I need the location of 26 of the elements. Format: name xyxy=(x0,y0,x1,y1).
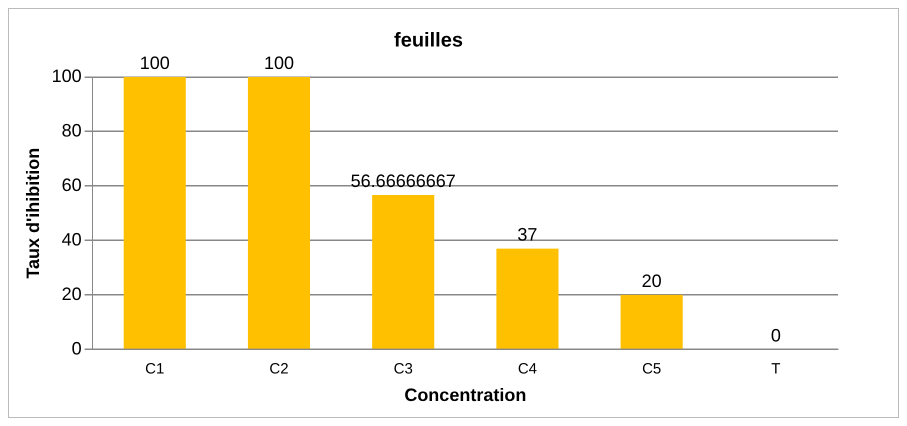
x-tick-label: C1 xyxy=(145,360,164,378)
bar xyxy=(372,195,434,349)
y-tick-label: 0 xyxy=(72,338,82,358)
x-tick-label: T xyxy=(771,360,780,378)
y-tick-label: 40 xyxy=(62,229,82,250)
y-tick-label: 20 xyxy=(62,284,82,304)
x-tick-label: C3 xyxy=(394,360,413,378)
x-tick-label: C4 xyxy=(518,360,538,378)
bar xyxy=(496,248,558,349)
x-axis-title: Concentration xyxy=(404,385,526,406)
y-tick-label: 60 xyxy=(62,174,82,195)
x-tick-label: C5 xyxy=(642,360,662,378)
y-axis-title: Taux d'ihibition xyxy=(22,148,43,279)
data-label: 100 xyxy=(264,52,294,73)
y-tick-label: 100 xyxy=(52,66,82,86)
data-label: 37 xyxy=(517,224,538,245)
bar xyxy=(124,77,186,349)
data-label: 0 xyxy=(770,325,781,346)
y-tick-label: 80 xyxy=(62,120,82,140)
data-label: 100 xyxy=(140,52,170,73)
chart-title: feuilles xyxy=(394,30,463,52)
x-tick-label: C2 xyxy=(269,360,289,378)
data-label: 20 xyxy=(642,270,662,291)
data-label: 56.66666667 xyxy=(350,171,456,192)
bar xyxy=(620,294,683,349)
bar xyxy=(248,77,310,349)
